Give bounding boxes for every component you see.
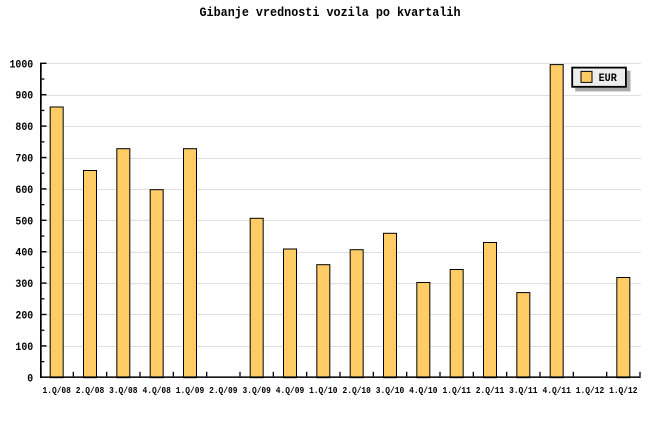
svg-text:1.Q/12: 1.Q/12 (576, 386, 604, 396)
svg-text:100: 100 (15, 342, 33, 354)
svg-text:800: 800 (15, 122, 33, 134)
svg-text:900: 900 (15, 91, 33, 103)
svg-text:3.Q/10: 3.Q/10 (376, 386, 404, 396)
svg-text:1.Q/12: 1.Q/12 (609, 386, 637, 396)
svg-text:3.Q/08: 3.Q/08 (109, 386, 137, 396)
svg-text:400: 400 (15, 248, 33, 260)
svg-text:3.Q/09: 3.Q/09 (243, 386, 271, 396)
svg-text:1.Q/10: 1.Q/10 (309, 386, 337, 396)
svg-text:1.Q/08: 1.Q/08 (43, 386, 71, 396)
svg-text:2.Q/09: 2.Q/09 (209, 386, 237, 396)
svg-text:4.Q/08: 4.Q/08 (143, 386, 171, 396)
svg-text:0: 0 (27, 373, 33, 385)
svg-text:4.Q/09: 4.Q/09 (276, 386, 304, 396)
svg-text:2.Q/11: 2.Q/11 (476, 386, 505, 396)
svg-text:2.Q/10: 2.Q/10 (343, 386, 371, 396)
svg-text:700: 700 (15, 154, 33, 166)
svg-text:3.Q/11: 3.Q/11 (509, 386, 538, 396)
svg-text:4.Q/11: 4.Q/11 (543, 386, 572, 396)
svg-text:1.Q/09: 1.Q/09 (176, 386, 204, 396)
svg-text:Gibanje vrednosti vozila po kv: Gibanje vrednosti vozila po kvartalih (200, 5, 461, 20)
svg-text:1000: 1000 (10, 59, 34, 71)
svg-text:200: 200 (15, 311, 33, 323)
svg-text:2.Q/08: 2.Q/08 (76, 386, 104, 396)
svg-text:500: 500 (15, 216, 33, 228)
svg-text:300: 300 (15, 279, 33, 291)
svg-text:600: 600 (15, 185, 33, 197)
svg-text:4.Q/10: 4.Q/10 (409, 386, 437, 396)
svg-text:EUR: EUR (599, 73, 618, 85)
svg-text:1.Q/11: 1.Q/11 (443, 386, 472, 396)
